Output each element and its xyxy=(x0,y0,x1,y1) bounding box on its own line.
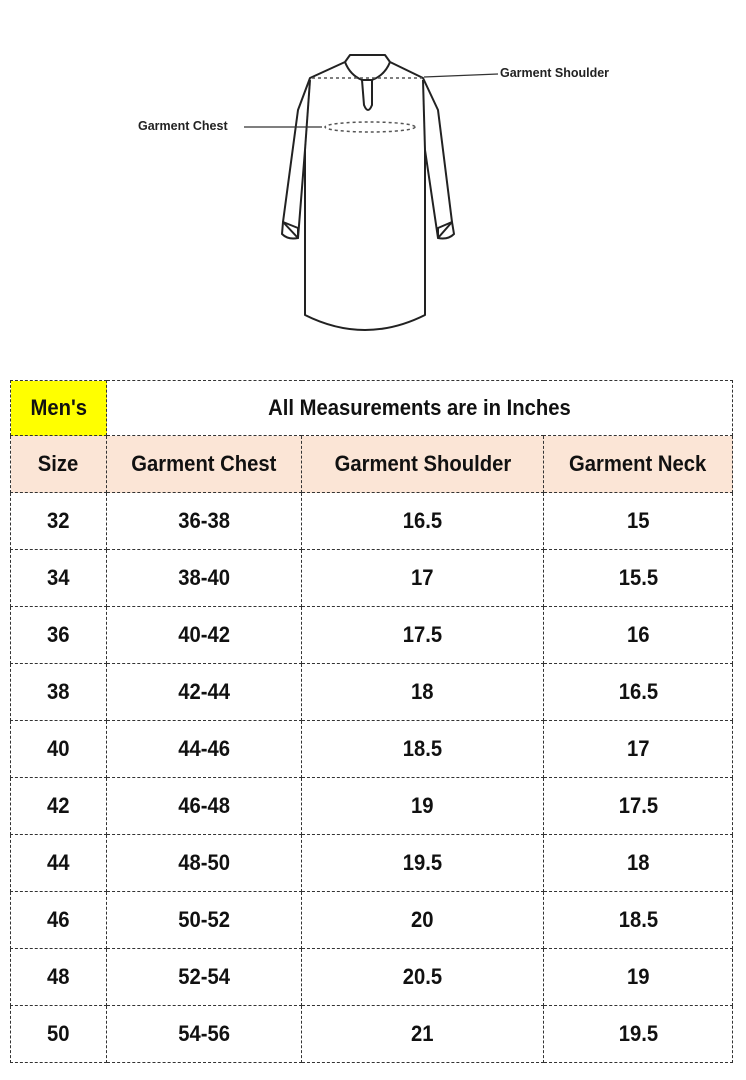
garment-shoulder-label: Garment Shoulder xyxy=(500,66,610,80)
cell-neck: 19.5 xyxy=(543,1005,733,1063)
cell-neck: 17 xyxy=(543,720,733,778)
cell-chest: 44-46 xyxy=(106,720,302,778)
cell-size: 50 xyxy=(10,1005,107,1063)
table-row: 48 52-54 20.5 19 xyxy=(10,948,733,1006)
cell-size: 38 xyxy=(10,663,107,721)
garment-chest-label: Garment Chest xyxy=(138,119,228,133)
column-header-chest: Garment Chest xyxy=(106,435,302,493)
cell-neck: 15 xyxy=(543,492,733,550)
cell-chest: 38-40 xyxy=(106,549,302,607)
table-row: 42 46-48 19 17.5 xyxy=(10,777,733,835)
cell-size: 42 xyxy=(10,777,107,835)
cell-size: 48 xyxy=(10,948,107,1006)
cell-chest: 46-48 xyxy=(106,777,302,835)
table-row: 38 42-44 18 16.5 xyxy=(10,663,733,721)
column-header-shoulder: Garment Shoulder xyxy=(301,435,544,493)
cell-shoulder: 18 xyxy=(301,663,544,721)
cell-size: 34 xyxy=(10,549,107,607)
cell-size: 46 xyxy=(10,891,107,949)
kurta-illustration xyxy=(244,54,499,331)
cell-chest: 54-56 xyxy=(106,1005,302,1063)
table-row: 46 50-52 20 18.5 xyxy=(10,891,733,949)
cell-chest: 48-50 xyxy=(106,834,302,892)
cell-shoulder: 19.5 xyxy=(301,834,544,892)
table-row: 34 38-40 17 15.5 xyxy=(10,549,733,607)
cell-neck: 19 xyxy=(543,948,733,1006)
table-row: 40 44-46 18.5 17 xyxy=(10,720,733,778)
cell-neck: 16 xyxy=(543,606,733,664)
gender-label: Men's xyxy=(10,380,107,436)
cell-shoulder: 19 xyxy=(301,777,544,835)
column-header-size: Size xyxy=(10,435,107,493)
table-row: 50 54-56 21 19.5 xyxy=(10,1005,733,1063)
table-row: 32 36-38 16.5 15 xyxy=(10,492,733,550)
cell-chest: 42-44 xyxy=(106,663,302,721)
cell-chest: 50-52 xyxy=(106,891,302,949)
cell-shoulder: 17.5 xyxy=(301,606,544,664)
cell-shoulder: 16.5 xyxy=(301,492,544,550)
table-title-row: Men's All Measurements are in Inches xyxy=(10,380,733,436)
cell-size: 32 xyxy=(10,492,107,550)
table-title: All Measurements are in Inches xyxy=(106,380,733,436)
cell-chest: 40-42 xyxy=(106,606,302,664)
table-row: 36 40-42 17.5 16 xyxy=(10,606,733,664)
table-header-row: Size Garment Chest Garment Shoulder Garm… xyxy=(10,435,733,493)
cell-neck: 15.5 xyxy=(543,549,733,607)
cell-shoulder: 18.5 xyxy=(301,720,544,778)
cell-shoulder: 21 xyxy=(301,1005,544,1063)
cell-size: 36 xyxy=(10,606,107,664)
cell-shoulder: 20.5 xyxy=(301,948,544,1006)
cell-neck: 16.5 xyxy=(543,663,733,721)
cell-shoulder: 20 xyxy=(301,891,544,949)
garment-diagram: Garment Shoulder Garment Chest xyxy=(0,0,746,360)
table-row: 44 48-50 19.5 18 xyxy=(10,834,733,892)
cell-neck: 18.5 xyxy=(543,891,733,949)
cell-neck: 17.5 xyxy=(543,777,733,835)
cell-chest: 52-54 xyxy=(106,948,302,1006)
size-chart-table: Men's All Measurements are in Inches Siz… xyxy=(10,380,733,1063)
cell-shoulder: 17 xyxy=(301,549,544,607)
cell-size: 40 xyxy=(10,720,107,778)
cell-chest: 36-38 xyxy=(106,492,302,550)
cell-neck: 18 xyxy=(543,834,733,892)
cell-size: 44 xyxy=(10,834,107,892)
column-header-neck: Garment Neck xyxy=(543,435,733,493)
